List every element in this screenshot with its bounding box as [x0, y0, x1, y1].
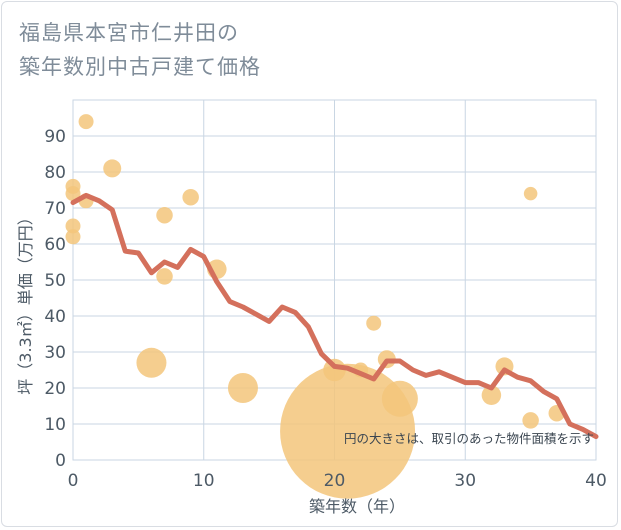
x-tick-label: 30 — [454, 471, 476, 491]
y-tick-label: 40 — [44, 307, 66, 327]
bubble-layer — [65, 114, 566, 499]
y-tick-label: 0 — [55, 451, 66, 471]
data-bubble — [182, 188, 199, 206]
y-tick-labels: 0 10 20 30 40 50 60 70 80 90 — [44, 127, 66, 471]
data-bubble — [156, 268, 173, 285]
y-tick-label: 30 — [44, 343, 66, 363]
data-bubble — [136, 347, 167, 378]
data-bubble — [280, 363, 416, 499]
x-axis-label: 築年数（年） — [309, 497, 405, 516]
y-tick-label: 90 — [44, 127, 66, 147]
data-bubble — [65, 229, 81, 245]
data-bubble — [523, 186, 538, 201]
y-tick-label: 80 — [44, 163, 66, 183]
y-tick-label: 20 — [44, 379, 66, 399]
average-price-line — [70, 192, 599, 440]
x-tick-label: 40 — [585, 471, 607, 491]
y-tick-label: 60 — [44, 235, 66, 255]
title-line-2: 築年数別中古戸建て価格 — [19, 55, 261, 79]
data-bubble — [78, 114, 94, 130]
data-bubble — [65, 218, 81, 234]
x-tick-label: 0 — [68, 471, 79, 491]
data-bubble — [103, 159, 122, 178]
data-bubble — [481, 385, 502, 405]
x-tick-labels: 0 10 20 30 40 — [68, 471, 607, 491]
trend-layer — [70, 192, 599, 440]
y-tick-label: 10 — [44, 415, 66, 435]
data-bubble — [366, 315, 382, 331]
data-bubble — [227, 373, 258, 403]
data-bubble — [156, 206, 173, 224]
y-axis-label: 坪（3.3㎡）単価（万円） — [16, 209, 35, 394]
data-bubble — [522, 412, 539, 429]
y-tick-label: 70 — [44, 199, 66, 219]
x-tick-label: 20 — [324, 471, 346, 491]
x-tick-label: 10 — [193, 471, 215, 491]
title-line-1: 福島県本宮市仁井田の — [19, 21, 239, 45]
data-bubble — [65, 186, 81, 202]
data-bubble — [381, 380, 418, 417]
size-note: 円の大きさは、取引のあった物件面積を示す — [344, 431, 594, 446]
chart-title: 福島県本宮市仁井田の 築年数別中古戸建て価格 — [19, 16, 261, 84]
y-tick-label: 50 — [44, 271, 66, 291]
